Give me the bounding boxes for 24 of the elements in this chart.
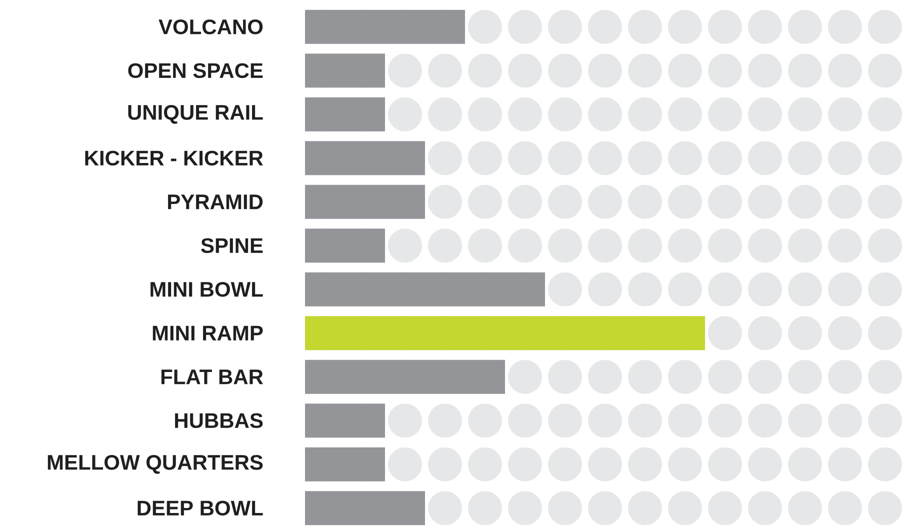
bar bbox=[305, 97, 386, 132]
bar bbox=[305, 360, 506, 394]
bar bbox=[305, 316, 706, 350]
y-tick-label: KICKER - KICKER bbox=[85, 150, 264, 166]
bar bbox=[305, 184, 426, 219]
bar bbox=[305, 54, 386, 88]
y-tick-label: SPINE bbox=[201, 238, 263, 254]
y-tick-label: MINI BOWL bbox=[150, 282, 263, 297]
bar bbox=[305, 141, 426, 176]
bar bbox=[305, 10, 466, 44]
y-tick-label: OPEN SPACE bbox=[128, 63, 263, 78]
y-tick-label: MINI RAMP bbox=[152, 326, 263, 340]
y-tick-label: PYRAMID bbox=[168, 194, 263, 210]
bar bbox=[305, 447, 386, 482]
y-tick-label: MELLOW QUARTERS bbox=[48, 454, 263, 474]
y-tick-label: HUBBAS bbox=[175, 413, 263, 428]
bar bbox=[305, 272, 546, 306]
y-tick-label: VOLCANO bbox=[158, 19, 263, 34]
bar bbox=[305, 404, 386, 438]
bar bbox=[305, 491, 426, 526]
y-tick-label: DEEP BOWL bbox=[138, 500, 263, 516]
bar bbox=[305, 228, 386, 263]
y-tick-label: UNIQUE RAIL bbox=[128, 104, 263, 124]
y-tick-label: FLAT BAR bbox=[161, 370, 264, 384]
